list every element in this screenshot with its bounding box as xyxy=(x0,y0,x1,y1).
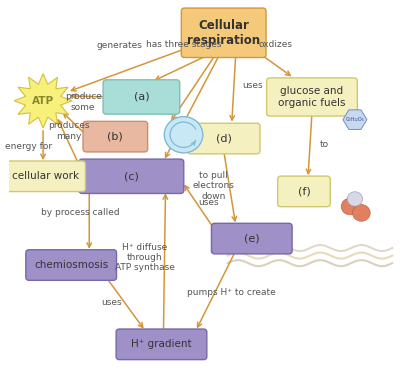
Circle shape xyxy=(353,205,370,221)
Text: glucose and
organic fuels: glucose and organic fuels xyxy=(278,86,346,108)
Text: H⁺ diffuse
through
ATP synthase: H⁺ diffuse through ATP synthase xyxy=(115,243,175,273)
FancyBboxPatch shape xyxy=(267,78,357,116)
FancyBboxPatch shape xyxy=(211,223,292,254)
Text: energy for: energy for xyxy=(5,142,52,150)
Text: (c): (c) xyxy=(124,171,139,181)
Text: (b): (b) xyxy=(107,132,123,142)
Circle shape xyxy=(164,117,203,153)
Text: produce
some: produce some xyxy=(65,92,102,111)
FancyBboxPatch shape xyxy=(79,159,184,193)
Polygon shape xyxy=(14,74,72,128)
Text: Cellular
respiration: Cellular respiration xyxy=(187,19,260,47)
Circle shape xyxy=(347,192,363,206)
Text: chemiosmosis: chemiosmosis xyxy=(34,260,109,270)
Text: C₆H₁₂O₆: C₆H₁₂O₆ xyxy=(346,117,364,122)
Text: (d): (d) xyxy=(216,133,232,144)
Text: has three stages: has three stages xyxy=(146,40,221,49)
FancyBboxPatch shape xyxy=(83,121,148,152)
Text: to pull
electrons
down: to pull electrons down xyxy=(193,171,235,200)
Text: generates: generates xyxy=(97,41,142,50)
Text: uses: uses xyxy=(242,81,263,90)
FancyBboxPatch shape xyxy=(278,176,330,207)
Text: produces
many: produces many xyxy=(48,121,90,141)
Polygon shape xyxy=(343,110,367,130)
FancyBboxPatch shape xyxy=(103,80,180,114)
Circle shape xyxy=(341,198,359,215)
FancyBboxPatch shape xyxy=(116,329,207,360)
Text: (e): (e) xyxy=(244,233,260,244)
Text: ATP: ATP xyxy=(32,96,54,106)
Text: to: to xyxy=(320,140,329,149)
Text: (a): (a) xyxy=(134,92,149,102)
Text: uses: uses xyxy=(101,298,122,307)
Text: oxdizes: oxdizes xyxy=(259,40,293,49)
FancyBboxPatch shape xyxy=(26,250,117,280)
Text: (f): (f) xyxy=(298,186,310,196)
Text: cellular work: cellular work xyxy=(12,171,79,181)
FancyBboxPatch shape xyxy=(187,123,260,154)
FancyBboxPatch shape xyxy=(5,161,85,191)
Text: by process called: by process called xyxy=(41,208,120,217)
FancyBboxPatch shape xyxy=(181,8,266,58)
Text: pumps H⁺ to create: pumps H⁺ to create xyxy=(187,288,276,297)
Text: H⁺ gradient: H⁺ gradient xyxy=(131,339,192,349)
Text: uses: uses xyxy=(199,198,219,207)
